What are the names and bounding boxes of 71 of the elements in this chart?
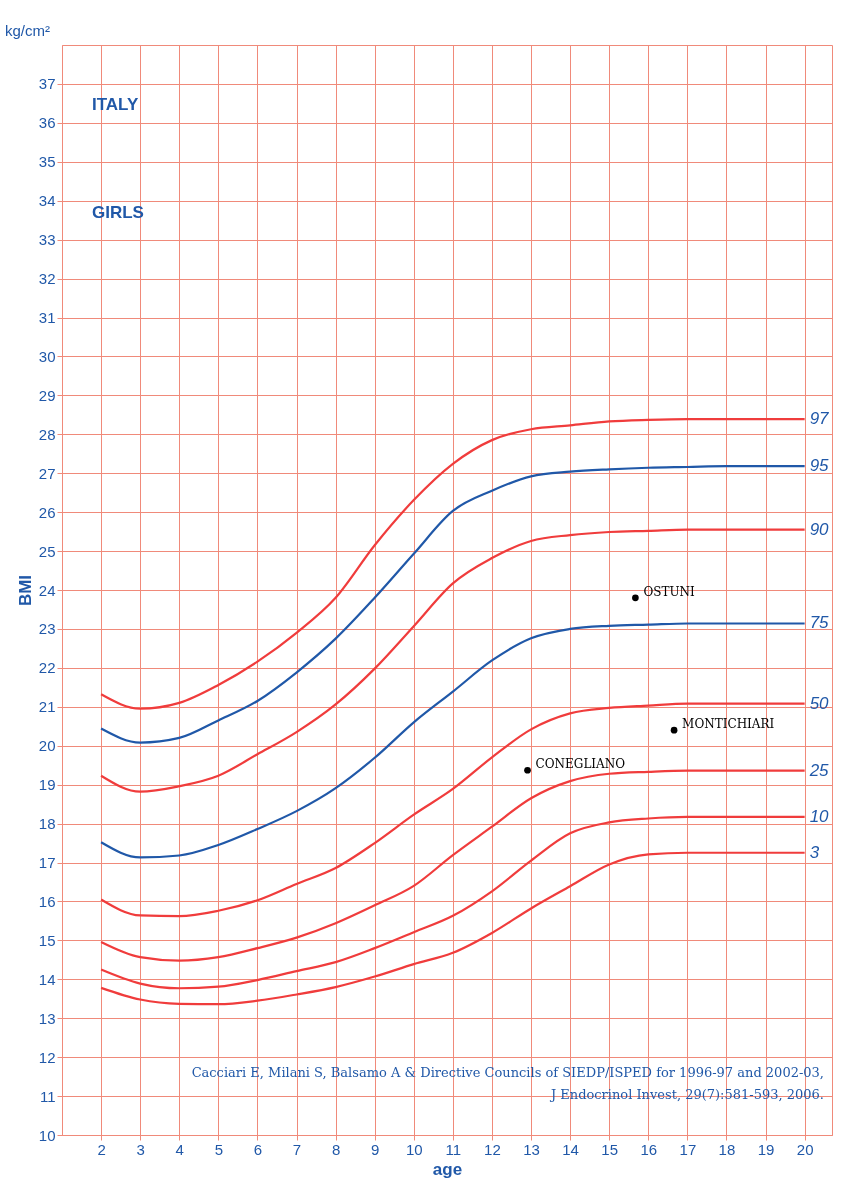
x-tick-label: 17 <box>679 1140 697 1158</box>
y-tick-label: 31 <box>38 309 56 326</box>
y-tick-label: 33 <box>38 231 56 249</box>
line-series <box>99 702 806 918</box>
x-tick-label: 16 <box>640 1140 658 1158</box>
y-tick-label: 14 <box>38 970 56 988</box>
line-series <box>99 769 806 962</box>
y-tick-label: 36 <box>38 114 56 132</box>
y-tick-label: 18 <box>38 815 56 833</box>
series-label: MONTICHIARI <box>682 717 775 732</box>
text: kg/cm² <box>5 22 50 39</box>
series-label: OSTUNI <box>643 584 696 599</box>
y-axis-title: BMI <box>15 574 35 607</box>
line-series <box>99 815 806 990</box>
y-tick-label: 20 <box>38 737 56 755</box>
y-tick-label: 16 <box>38 892 56 910</box>
y-tick-label: 10 <box>38 1126 56 1144</box>
y-tick-label: 12 <box>38 1048 56 1066</box>
y-tick-label: 19 <box>38 776 56 794</box>
line-series <box>99 851 806 1006</box>
x-tick-label: 12 <box>484 1140 501 1158</box>
y-tick-label: 25 <box>38 542 56 560</box>
x-tick-label: 3 <box>136 1140 145 1158</box>
x-tick-label: 4 <box>175 1140 184 1158</box>
series-label: 10 <box>809 806 830 826</box>
x-tick-label: 19 <box>757 1140 775 1158</box>
y-tick-label: 26 <box>38 503 56 521</box>
x-tick-label: 9 <box>371 1140 380 1158</box>
y-tick-label: 27 <box>38 464 56 482</box>
x-tick-label: 8 <box>331 1140 341 1158</box>
x-tick-label: 6 <box>253 1140 263 1158</box>
y-tick-label: 13 <box>38 1009 56 1027</box>
series-label: CONEGLIANO <box>535 757 626 772</box>
x-tick-label: 15 <box>601 1140 619 1158</box>
line-series <box>99 465 806 744</box>
point <box>670 726 678 734</box>
y-tick-label: 22 <box>38 659 56 677</box>
y-tick-label: 11 <box>39 1087 56 1105</box>
y-tick-label: 17 <box>38 854 56 871</box>
x-axis-title: age <box>432 1159 463 1179</box>
y-tick-label: 24 <box>38 581 56 599</box>
point <box>632 594 639 602</box>
y-tick-label: 32 <box>38 270 56 288</box>
x-tick-label: 20 <box>796 1140 814 1158</box>
point <box>524 766 531 774</box>
series-label: 3 <box>809 842 820 862</box>
series-label: 90 <box>809 519 830 539</box>
x-tick-label: 18 <box>718 1140 736 1158</box>
line-series <box>99 622 806 859</box>
y-tick-label: 29 <box>38 386 56 404</box>
series-label: 95 <box>809 456 830 476</box>
y-tick-label: 15 <box>38 931 56 949</box>
line-series <box>99 418 806 710</box>
x-tick-label: 5 <box>214 1140 224 1158</box>
series-label: 75 <box>809 613 830 633</box>
series-label: 97 <box>809 409 830 429</box>
x-tick-label: 10 <box>405 1140 423 1158</box>
line-series <box>99 528 806 793</box>
y-tick-label: 28 <box>38 425 56 443</box>
y-tick-label: 37 <box>38 75 56 93</box>
x-tick-label: 13 <box>523 1140 540 1158</box>
y-tick-label: 35 <box>38 153 56 171</box>
y-tick-label: 30 <box>38 347 56 365</box>
x-tick-label: 7 <box>292 1140 302 1158</box>
y-tick-label: 34 <box>38 192 56 210</box>
x-tick-label: 2 <box>97 1140 106 1158</box>
x-tick-label: 11 <box>445 1140 462 1158</box>
x-tick-label: 14 <box>562 1140 579 1158</box>
y-tick-label: 21 <box>38 698 56 716</box>
y-tick-label: 23 <box>38 620 56 638</box>
series-label: 25 <box>808 760 830 780</box>
